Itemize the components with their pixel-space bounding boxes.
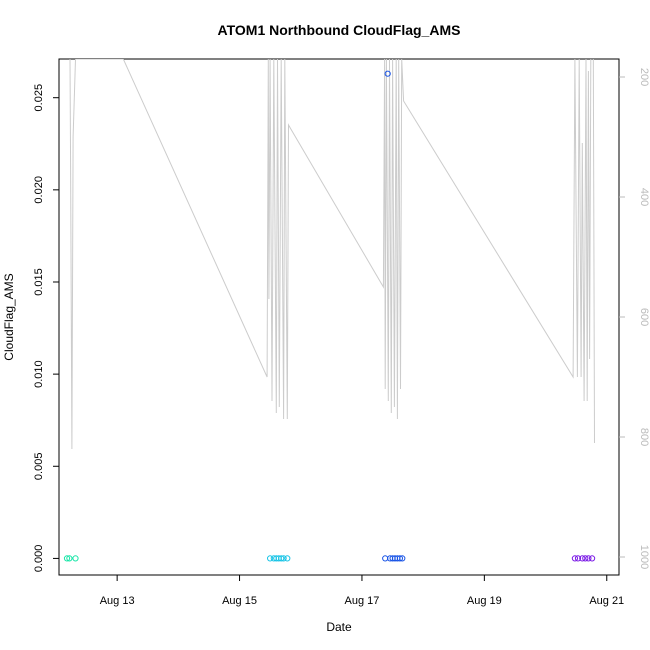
y-axis: 0.000 0.005 0.010 0.015 0.020 0.025 [33, 84, 59, 572]
y-tick-label: 0.020 [33, 176, 45, 204]
data-point [574, 555, 582, 562]
data-point [278, 555, 285, 562]
data-point [589, 555, 596, 562]
secondary-line-layer [69, 59, 595, 450]
data-point [384, 70, 391, 77]
y2-axis: 200 400 600 800 1000 [619, 68, 650, 569]
data-point [280, 555, 287, 562]
data-point [399, 555, 406, 562]
y2-tick-label: 1000 [638, 545, 650, 569]
y-tick-label: 0.025 [33, 84, 45, 112]
y-tick-label: 0.015 [33, 268, 45, 296]
x-tick-label: Aug 13 [100, 595, 135, 607]
secondary-series-line [69, 59, 595, 450]
data-point [72, 555, 79, 562]
x-tick-label: Aug 17 [345, 595, 380, 607]
y-tick-label: 0.000 [33, 545, 45, 573]
x-tick-label: Aug 15 [222, 595, 257, 607]
data-point [571, 555, 579, 562]
data-point [284, 555, 291, 562]
x-axis-label: Date [326, 620, 352, 634]
data-point [579, 555, 586, 562]
y2-tick-label: 600 [638, 308, 650, 326]
y2-tick-label: 400 [638, 188, 650, 206]
x-tick-label: Aug 19 [467, 595, 502, 607]
data-point [585, 555, 592, 562]
chart-title: ATOM1 Northbound CloudFlag_AMS [218, 22, 461, 38]
points-layer [63, 70, 596, 562]
data-point [582, 555, 589, 562]
y-axis-label: CloudFlag_AMS [2, 273, 16, 360]
y2-tick-label: 800 [638, 428, 650, 446]
y-tick-label: 0.005 [33, 453, 45, 481]
data-point [267, 555, 274, 562]
x-tick-label: Aug 21 [589, 595, 624, 607]
data-point [396, 555, 403, 562]
data-point [66, 555, 73, 562]
data-point [63, 555, 71, 562]
y2-tick-label: 200 [638, 68, 650, 86]
y-tick-label: 0.010 [33, 360, 45, 388]
x-axis: Aug 13 Aug 15 Aug 17 Aug 19 Aug 21 [100, 575, 624, 607]
plot-frame [58, 58, 620, 576]
